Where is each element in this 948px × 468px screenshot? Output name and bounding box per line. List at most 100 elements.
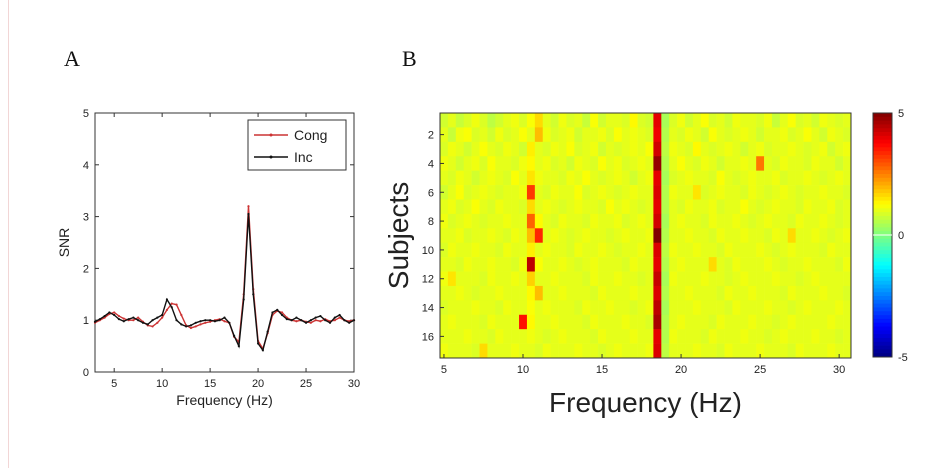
colorbar-tick-label: 0	[898, 230, 904, 242]
colorbar-segment	[873, 280, 892, 285]
heatmap-cell	[653, 199, 662, 215]
heatmap-cell	[455, 127, 465, 143]
heatmap-cell	[669, 199, 678, 215]
y-tick-label-b: 14	[422, 303, 434, 315]
heatmap-cell	[440, 285, 449, 301]
heatmap-cell	[653, 127, 662, 143]
heatmap-cell	[582, 156, 591, 171]
heatmap-cell	[471, 242, 480, 258]
heatmap-cell	[700, 213, 710, 229]
heatmap-cell	[613, 343, 623, 359]
heatmap-cell	[669, 113, 678, 128]
heatmap-cell	[685, 170, 694, 186]
y-tick-label-b: 2	[428, 130, 434, 142]
heatmap-cell	[716, 185, 725, 200]
heatmap-cell	[685, 156, 694, 171]
heatmap-cell	[677, 314, 686, 330]
heatmap-cell	[629, 242, 638, 258]
heatmap-cell	[582, 271, 591, 287]
heatmap-cell	[542, 185, 551, 200]
heatmap-cell	[724, 285, 733, 301]
heatmap-cell	[692, 185, 702, 200]
colorbar-tick-label: -5	[898, 352, 908, 364]
heatmap-cell	[771, 185, 781, 200]
heatmap-cell	[756, 242, 765, 258]
heatmap-cell	[740, 329, 749, 344]
heatmap-cell	[771, 213, 781, 229]
heatmap-cell	[827, 113, 836, 128]
heatmap-cell	[843, 185, 852, 200]
heatmap-cell	[558, 185, 567, 200]
heatmap-cell	[471, 141, 480, 157]
panel-b-label: B	[402, 46, 417, 71]
heatmap-cell	[605, 156, 615, 171]
heatmap-cell	[566, 127, 575, 143]
series-point-inc	[98, 318, 101, 321]
heatmap-cell	[748, 343, 757, 359]
heatmap-cell	[803, 113, 812, 128]
heatmap-cell	[740, 285, 749, 301]
heatmap-cell	[582, 285, 591, 301]
heatmap-cell	[440, 156, 449, 171]
heatmap-cell	[669, 127, 678, 143]
heatmap-cell	[740, 213, 749, 229]
heatmap-cell	[637, 185, 646, 200]
heatmap-cell	[479, 156, 488, 171]
heatmap-cell	[526, 170, 536, 186]
heatmap-cell	[590, 170, 599, 186]
heatmap-cell	[550, 199, 559, 215]
heatmap-cell	[479, 228, 488, 244]
heatmap-cell	[779, 228, 789, 244]
heatmap-cell	[811, 156, 820, 171]
heatmap-cell	[471, 285, 480, 301]
heatmap-cell	[455, 343, 465, 359]
heatmap-cell	[827, 213, 836, 229]
heatmap-cell	[574, 257, 583, 272]
panel-a-label: A	[64, 46, 80, 71]
heatmap-cell	[645, 257, 654, 272]
heatmap-cell	[708, 141, 717, 157]
heatmap-cell	[811, 228, 820, 244]
heatmap-cell	[645, 285, 654, 301]
heatmap-cell	[550, 141, 559, 157]
heatmap-cell	[566, 314, 575, 330]
heatmap-cell	[495, 213, 504, 229]
heatmap-cell	[605, 199, 615, 215]
heatmap-cell	[843, 199, 852, 215]
colorbar-segment	[873, 322, 892, 327]
heatmap-cell	[700, 300, 710, 316]
heatmap-cell	[645, 271, 654, 287]
heatmap-cell	[740, 185, 749, 200]
heatmap-cell	[447, 199, 457, 215]
heatmap-cell	[661, 257, 670, 272]
heatmap-cell	[629, 185, 638, 200]
heatmap-cell	[740, 314, 749, 330]
x-tick-label-b: 25	[754, 364, 766, 376]
heatmap-cell	[811, 343, 820, 359]
heatmap-cell	[787, 213, 796, 229]
colorbar-segment	[873, 250, 892, 255]
heatmap-cell	[511, 113, 520, 128]
heatmap-cell	[613, 242, 623, 258]
heatmap-cell	[771, 343, 781, 359]
heatmap-cell	[574, 228, 583, 244]
heatmap-cell	[740, 170, 749, 186]
heatmap-cell	[732, 257, 741, 272]
heatmap-cell	[732, 156, 741, 171]
colorbar-segment	[873, 215, 892, 221]
colorbar-segment	[873, 276, 892, 282]
heatmap-cell	[463, 199, 472, 215]
colorbar-segment	[873, 349, 892, 354]
heatmap-cell	[550, 300, 559, 316]
heatmap-cell	[558, 271, 567, 287]
heatmap-cell	[542, 113, 551, 128]
colorbar-segment	[873, 303, 892, 308]
series-point-inc	[93, 320, 97, 323]
heatmap-cell	[550, 314, 559, 330]
heatmap-cell	[756, 257, 765, 272]
heatmap-cell	[550, 242, 559, 258]
heatmap-cell	[550, 329, 559, 344]
heatmap-cell	[566, 242, 575, 258]
heatmap-cell	[463, 213, 472, 229]
heatmap-cell	[764, 343, 773, 359]
